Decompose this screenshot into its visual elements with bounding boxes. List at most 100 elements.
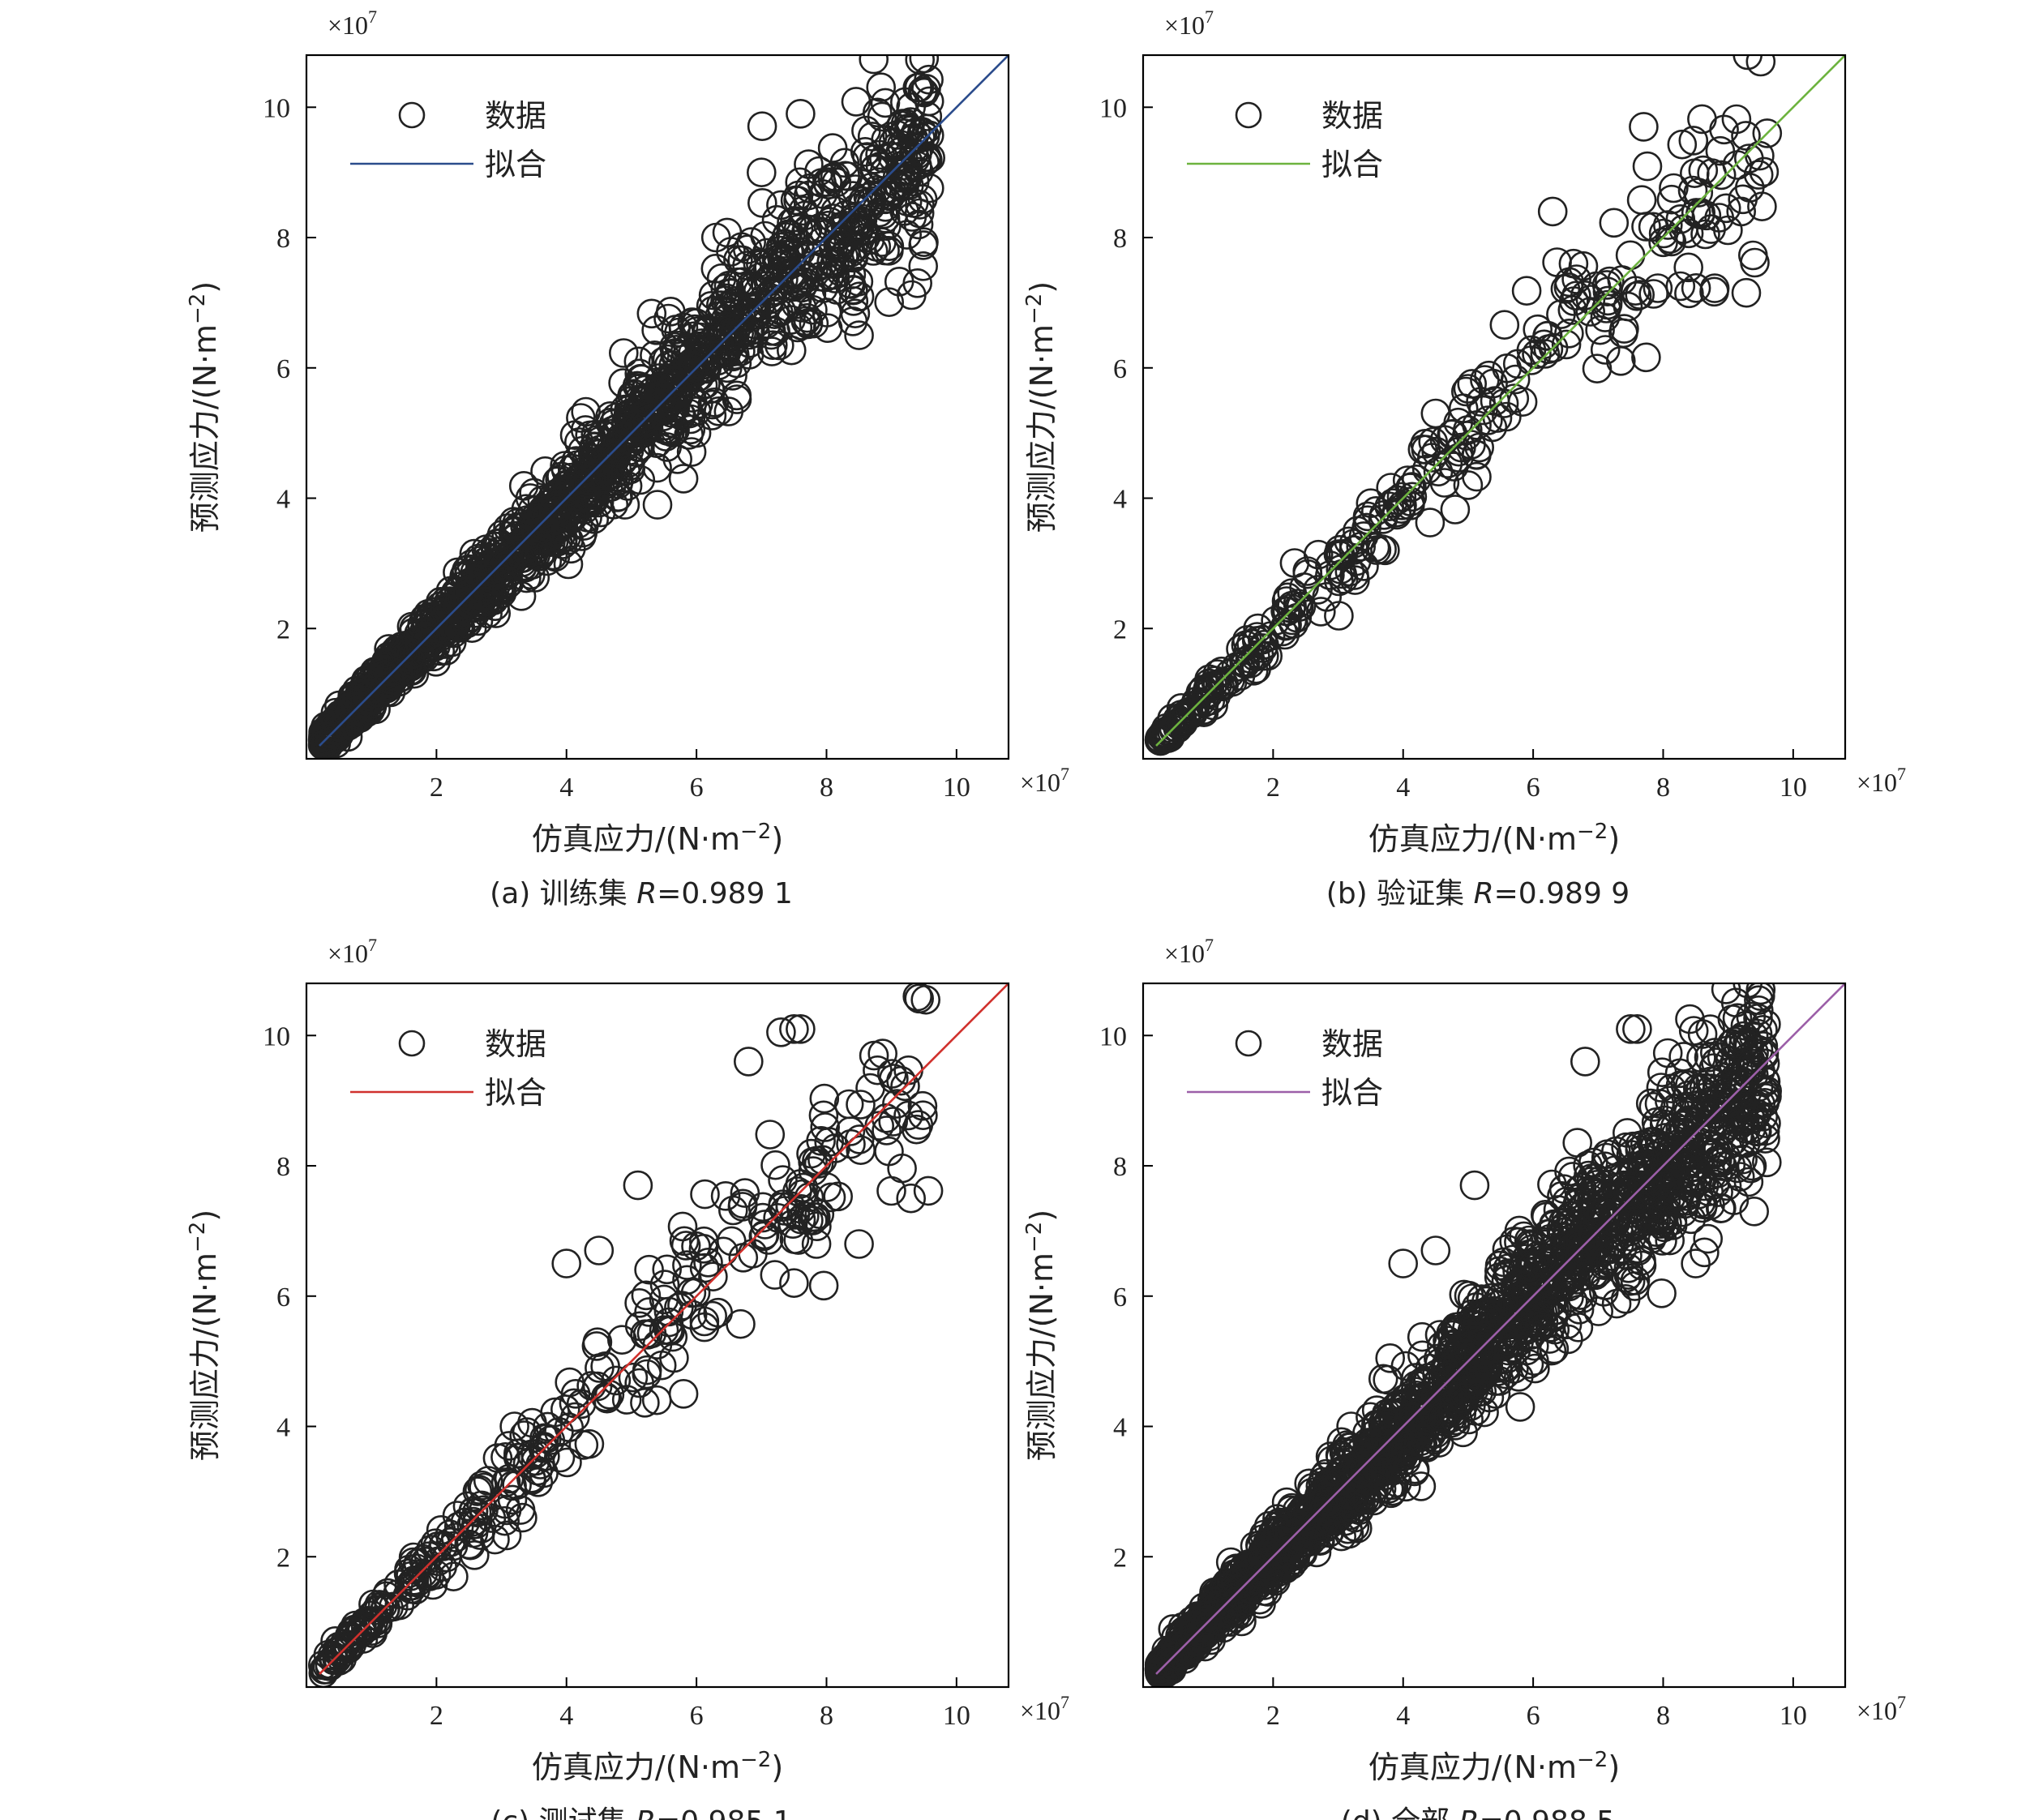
data-point <box>1582 353 1613 384</box>
x-tick-label: 10 <box>943 773 970 803</box>
data-point <box>1493 1335 1524 1366</box>
panel-a: 2 4 6 8 10 2 4 6 8 10 ×107 ×107 仿真应力/(N·m−2) 预测应力/(N·… <box>186 6 1069 910</box>
data-point <box>594 1380 625 1410</box>
data-point <box>1659 173 1689 203</box>
data-point <box>1625 280 1655 310</box>
data-point <box>897 202 927 232</box>
data-point <box>826 229 856 260</box>
x-axis-title: 仿真应力/(N·m−2) <box>1368 1748 1620 1785</box>
data-point <box>600 438 631 468</box>
data-point <box>722 380 752 411</box>
data-point <box>1502 349 1533 379</box>
data-point <box>844 1229 874 1259</box>
data-point <box>1595 1247 1625 1277</box>
data-point <box>1697 158 1727 188</box>
legend-marker-bg <box>350 1021 472 1069</box>
data-point <box>755 1120 786 1150</box>
data-point <box>1711 983 1741 1004</box>
data-point <box>1693 1223 1723 1254</box>
data-point <box>1677 175 1708 206</box>
data-point <box>1180 691 1210 722</box>
data-point <box>1685 1074 1715 1105</box>
data-point <box>708 1236 739 1267</box>
legend-marker-icon <box>398 101 426 129</box>
data-point <box>1638 279 1668 309</box>
data-point <box>1315 560 1345 590</box>
data-point <box>693 1248 723 1278</box>
data-point <box>733 1047 764 1077</box>
data-point <box>1728 1021 1758 1051</box>
data-point <box>902 1114 932 1145</box>
x-tick-label: 8 <box>820 773 833 803</box>
x-tick-label: 10 <box>1780 1701 1807 1731</box>
data-point <box>766 1017 796 1047</box>
data-point <box>482 1443 513 1473</box>
x-axis-title: 仿真应力/(N·m−2) <box>532 820 783 857</box>
fit-line <box>1155 55 1845 747</box>
data-point <box>678 338 709 368</box>
data-point <box>1675 1004 1705 1034</box>
data-point <box>820 1133 850 1163</box>
data-point <box>843 266 874 297</box>
data-point <box>323 711 353 742</box>
data-point <box>1678 126 1709 156</box>
data-point <box>1667 129 1698 160</box>
x-tick-label: 10 <box>943 1701 970 1731</box>
data-point <box>1552 1309 1583 1339</box>
data-point <box>456 585 487 615</box>
legend-fit-label: 拟合 <box>485 1075 546 1111</box>
data-point <box>384 1590 415 1621</box>
data-point <box>1440 495 1471 525</box>
data-point <box>1356 488 1386 519</box>
data-point <box>762 251 792 281</box>
data-point <box>1390 1435 1421 1466</box>
data-point <box>730 1178 760 1208</box>
data-point <box>1372 1409 1403 1439</box>
x-tick-label: 2 <box>1266 773 1280 803</box>
data-point <box>431 1542 462 1573</box>
data-point <box>884 171 914 201</box>
data-point <box>808 1100 839 1131</box>
data-point <box>1601 1288 1632 1319</box>
data-point <box>1407 1321 1437 1352</box>
data-point <box>1516 345 1546 375</box>
data-point <box>596 433 627 463</box>
data-point <box>1635 1088 1666 1119</box>
x-tick-label: 6 <box>690 773 704 803</box>
data-point <box>1417 443 1447 473</box>
data-point <box>886 130 917 161</box>
data-point <box>1522 339 1552 370</box>
data-point <box>621 409 652 439</box>
panel-caption: (a) 训练集 R=0.989 1 <box>490 877 793 910</box>
data-point <box>512 1417 542 1447</box>
data-point <box>396 648 427 679</box>
data-point <box>1615 240 1646 271</box>
data-point <box>1687 1019 1718 1049</box>
data-point <box>1639 1127 1669 1157</box>
data-point <box>1531 1201 1561 1232</box>
data-point <box>1457 1283 1488 1313</box>
data-point <box>1674 278 1704 309</box>
plot-frame <box>1141 54 1847 760</box>
data-point <box>776 335 807 366</box>
y-tick-label: 4 <box>276 1413 290 1443</box>
data-point <box>480 1524 510 1555</box>
y-axis-multiplier: ×107 <box>328 6 377 40</box>
data-point <box>1617 1222 1647 1252</box>
markers-b <box>1144 55 1783 756</box>
data-point <box>435 1519 465 1549</box>
data-point <box>1349 1467 1379 1497</box>
panel-caption: (b) 验证集 R=0.989 9 <box>1326 877 1630 910</box>
data-point <box>1681 198 1711 228</box>
data-point <box>617 380 648 411</box>
data-point <box>1734 143 1764 173</box>
data-point <box>760 1260 790 1290</box>
data-point <box>1269 1532 1299 1563</box>
data-point <box>668 312 699 343</box>
data-point <box>1407 434 1438 465</box>
data-point <box>1570 1047 1600 1077</box>
panel-d: 2 4 6 8 10 2 4 6 8 10 ×107 ×107 仿真应力/(N·m−2) 预测应力/(N·… <box>1022 935 1906 1820</box>
data-point <box>1554 318 1584 349</box>
data-point <box>679 353 709 383</box>
